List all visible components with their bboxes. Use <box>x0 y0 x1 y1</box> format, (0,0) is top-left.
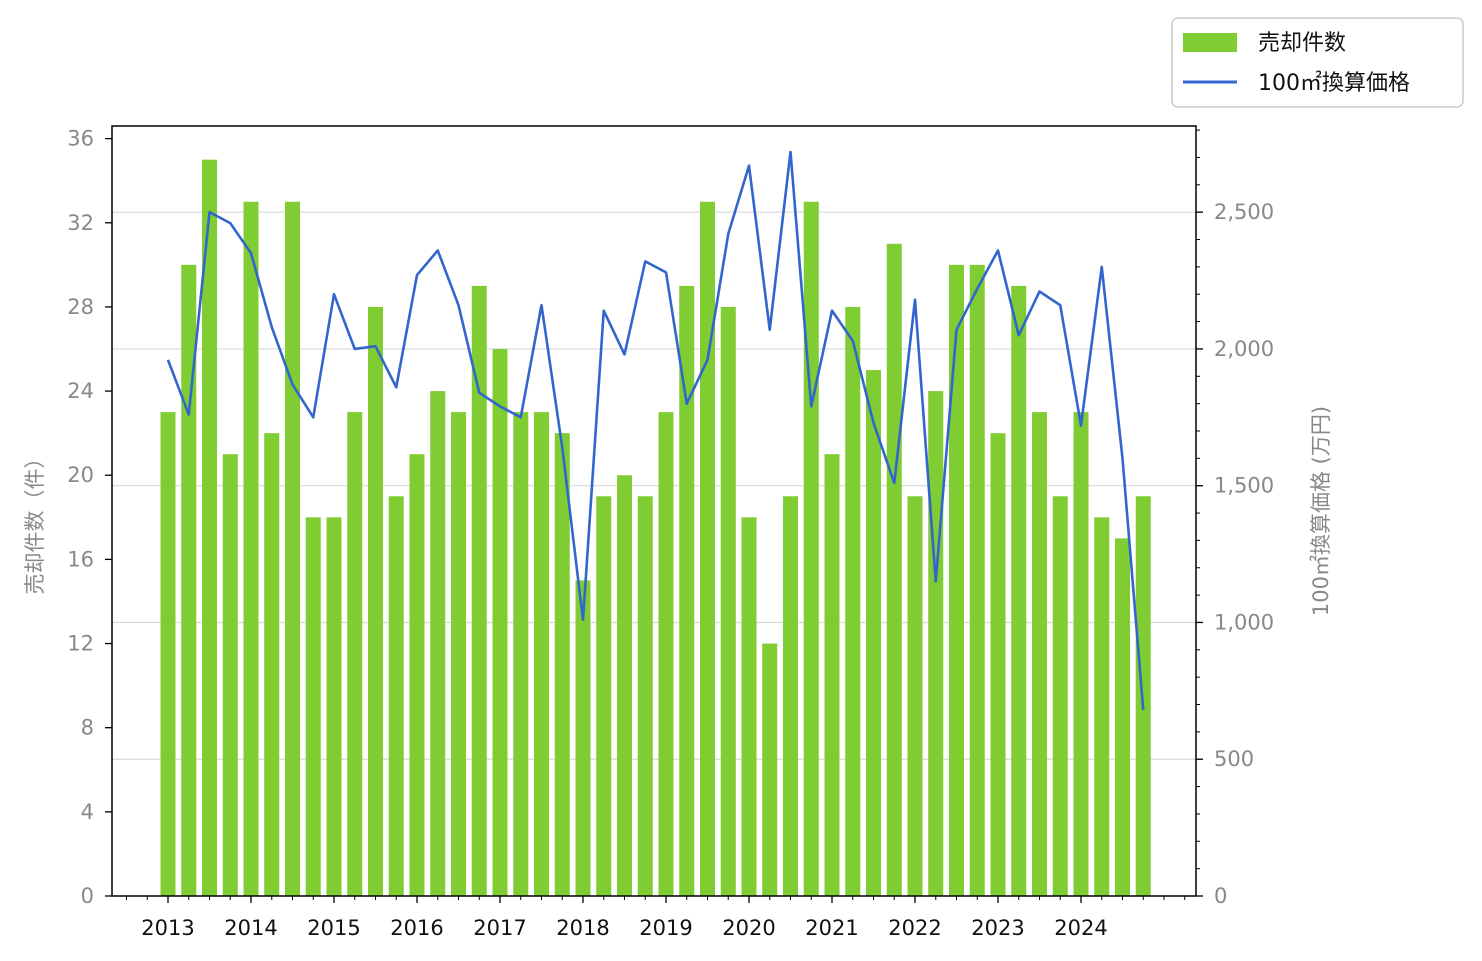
line-series <box>166 150 1145 711</box>
bar <box>783 496 798 896</box>
left-tick-label: 36 <box>67 127 94 151</box>
x-tick-label: 2013 <box>141 916 194 940</box>
x-tick-label: 2020 <box>722 916 775 940</box>
bar <box>471 285 487 896</box>
right-tick-label: 500 <box>1214 747 1254 771</box>
left-tick-label: 32 <box>67 211 94 235</box>
bar <box>1032 412 1047 896</box>
bar <box>202 159 217 897</box>
bar <box>347 412 363 896</box>
bar <box>430 391 446 896</box>
bar <box>513 412 529 896</box>
bar <box>264 433 280 896</box>
x-tick-label: 2016 <box>390 916 443 940</box>
left-axis-label: 売却件数（件） <box>23 448 47 595</box>
legend-frame <box>1171 17 1464 108</box>
bar <box>886 243 902 896</box>
bar <box>1115 538 1130 896</box>
right-tick-label: 2,500 <box>1214 200 1274 224</box>
bar <box>409 454 425 896</box>
bar <box>741 517 757 896</box>
bar <box>949 264 964 897</box>
bar <box>990 433 1006 896</box>
x-tick-label: 2024 <box>1054 916 1107 940</box>
right-axis: 0 500 1,000 1,500 2,000 2,500 <box>1196 129 1274 908</box>
right-tick-label: 1,500 <box>1214 474 1274 498</box>
legend-bar-label: 売却件数 <box>1258 31 1346 56</box>
bar <box>720 306 736 896</box>
bar <box>368 306 383 896</box>
bar <box>285 201 300 897</box>
legend: 売却件数 100㎡換算価格 <box>1171 17 1464 108</box>
bar <box>596 496 612 896</box>
right-tick-label: 2,000 <box>1214 337 1274 361</box>
bar <box>1011 285 1027 896</box>
right-axis-label: 100㎡換算価格 (万円) <box>1309 406 1333 616</box>
right-tick-label: 1,000 <box>1214 610 1274 634</box>
bar <box>803 201 819 897</box>
right-tick-label: 0 <box>1214 884 1227 908</box>
left-tick-label: 24 <box>67 379 94 403</box>
bar <box>305 517 321 896</box>
bar <box>845 306 861 896</box>
x-tick-label: 2015 <box>307 916 360 940</box>
bar <box>866 370 881 896</box>
bar <box>534 412 549 896</box>
bar <box>700 201 715 897</box>
legend-line-label: 100㎡換算価格 <box>1258 70 1410 96</box>
bar <box>1094 517 1110 896</box>
bar <box>658 412 674 896</box>
x-tick-label: 2017 <box>473 916 526 940</box>
bar <box>637 496 653 896</box>
bar <box>1052 496 1068 896</box>
bar <box>824 454 840 896</box>
bar <box>160 412 176 896</box>
bar <box>222 454 238 896</box>
x-tick-label: 2021 <box>805 916 858 940</box>
left-tick-label: 8 <box>81 716 94 740</box>
bar <box>928 391 944 896</box>
x-axis: 2013 2014 2015 2016 2017 2018 2019 2020 2021 2022… <box>126 896 1186 940</box>
bar <box>907 496 923 896</box>
bar <box>969 264 985 897</box>
x-tick-label: 2014 <box>224 916 277 940</box>
bar <box>1073 412 1089 896</box>
left-axis: 0 4 8 12 16 20 24 28 32 36 <box>67 127 112 908</box>
left-tick-label: 12 <box>67 632 94 656</box>
bar <box>243 201 259 897</box>
bar <box>762 643 778 896</box>
left-tick-label: 28 <box>67 295 94 319</box>
x-tick-label: 2019 <box>639 916 692 940</box>
bar <box>451 412 466 896</box>
x-tick-label: 2022 <box>888 916 941 940</box>
left-tick-label: 4 <box>81 800 94 824</box>
x-tick-label: 2023 <box>971 916 1024 940</box>
left-tick-label: 0 <box>81 884 94 908</box>
left-tick-label: 20 <box>67 463 94 487</box>
bar <box>575 580 591 896</box>
bar <box>326 517 342 896</box>
legend-bar-swatch <box>1183 33 1237 52</box>
bar <box>388 496 404 896</box>
bar <box>679 285 695 896</box>
bar <box>492 349 508 896</box>
bar <box>554 433 570 896</box>
left-tick-label: 16 <box>67 547 94 571</box>
bar <box>617 475 632 896</box>
plot-frame <box>111 125 1197 897</box>
x-tick-label: 2018 <box>556 916 609 940</box>
price-line <box>166 150 1145 711</box>
bar <box>181 264 197 897</box>
